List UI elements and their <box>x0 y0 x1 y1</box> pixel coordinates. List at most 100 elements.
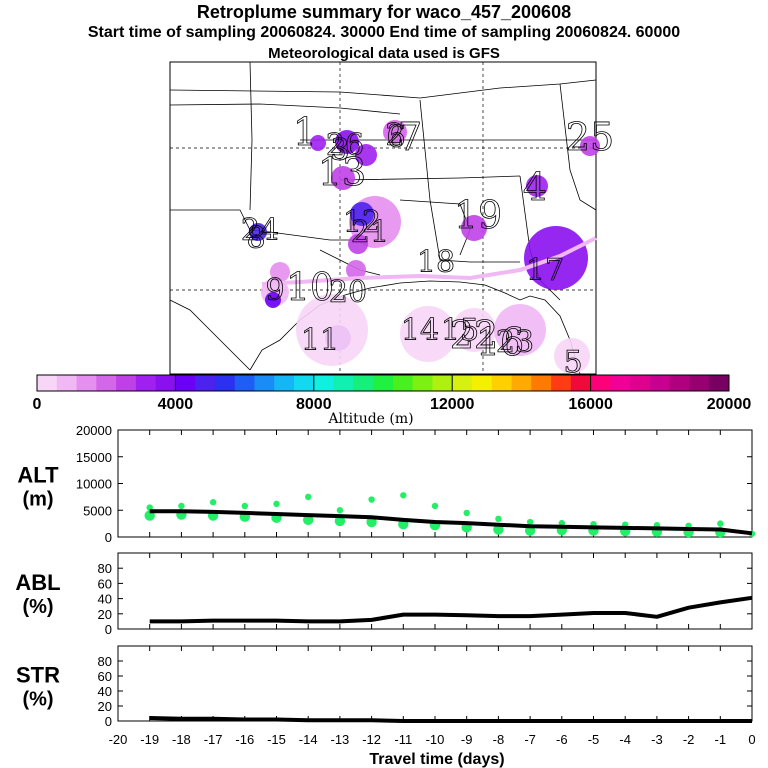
altitude-point <box>305 493 312 501</box>
y-tick-label: 40 <box>98 684 112 699</box>
x-tick-label: -18 <box>172 732 191 747</box>
map-day-label-1: 1 <box>293 110 317 154</box>
series-line-alt <box>149 509 753 536</box>
series-line-str <box>149 716 752 723</box>
colorbar-swatch <box>551 375 572 391</box>
altitude-point <box>178 502 185 510</box>
y-tick-label: 15000 <box>76 450 112 465</box>
plume-blob-18 <box>452 308 496 352</box>
y-tick-label: 0 <box>105 714 112 729</box>
time-series-panels: 20000150001000050000ALT(m)806040200ABL(%… <box>15 423 755 768</box>
colorbar-tick-label: 20000 <box>707 396 752 413</box>
colorbar-swatch <box>214 375 236 391</box>
panel-alt: 20000 15000 10000 5000 0 ALT(m) <box>17 423 756 545</box>
colorbar-tick-label: 4000 <box>158 396 194 413</box>
x-tick-label: -12 <box>362 732 381 747</box>
y-tick-label: 5000 <box>83 503 112 518</box>
colorbar-swatch <box>452 375 473 391</box>
colorbar-tick-label: 0 <box>33 396 42 413</box>
x-tick-label: -2 <box>683 732 695 747</box>
colorbar-swatch <box>313 375 335 391</box>
plume-blob-14 <box>346 260 366 280</box>
colorbar-swatch <box>373 375 394 391</box>
panel-frame-str <box>117 645 753 722</box>
x-tick-label: -14 <box>299 732 318 747</box>
map-day-label-14: 14 <box>401 313 439 348</box>
map-day-label-8: 8 <box>246 221 265 256</box>
colorbar-tick-label: 12000 <box>430 396 475 413</box>
plume-blob-20 <box>554 338 590 374</box>
x-tick-label: -5 <box>588 732 600 747</box>
y-tick-label: 60 <box>98 669 112 684</box>
colorbar-swatch <box>234 375 255 391</box>
altitude-point <box>273 500 280 508</box>
altitude-point <box>368 496 375 503</box>
colorbar-swatch <box>709 375 730 391</box>
colorbar-swatch <box>610 375 631 391</box>
y-tick-label: 20 <box>98 607 112 622</box>
colorbar-swatch <box>531 375 552 391</box>
colorbar-swatch <box>175 375 196 391</box>
map-day-label-17: 17 <box>526 253 564 288</box>
map-day-label-23: 23 <box>496 325 534 360</box>
colorbar-swatch <box>511 375 532 391</box>
map-day-label-22: 22 <box>450 313 498 357</box>
map-day-label-12: 12 <box>343 205 381 240</box>
colorbar-swatch <box>195 375 216 391</box>
map-day-label-4: 4 <box>523 165 547 209</box>
plume-blob-8 <box>348 234 368 254</box>
y-tick-label: 20000 <box>76 423 112 438</box>
panel-ylabel-abl: ABL <box>15 570 60 595</box>
colorbar-swatch <box>649 375 671 391</box>
colorbar-tick-label: 16000 <box>568 396 613 413</box>
panel-yunit-alt: (m) <box>22 489 53 511</box>
x-axis-label: Travel time (days) <box>369 751 504 768</box>
colorbar-swatch <box>135 375 157 391</box>
x-tick-label: 0 <box>748 732 755 747</box>
x-tick-label: -3 <box>651 732 663 747</box>
x-tick-label: -4 <box>619 732 631 747</box>
plume-blob-13 <box>580 136 600 156</box>
x-tick-label: -16 <box>235 732 254 747</box>
x-tick-label: -1 <box>715 732 727 747</box>
x-tick-label: -11 <box>394 732 412 747</box>
x-tick-label: -19 <box>140 732 159 747</box>
altitude-point <box>334 515 346 527</box>
y-tick-label: 40 <box>98 592 112 607</box>
colorbar-swatch <box>155 375 176 391</box>
map-day-label-24: 24 <box>241 213 279 248</box>
map-day-label-2: 2 <box>385 118 404 153</box>
colorbar-swatch <box>630 375 651 391</box>
x-tick-label: -20 <box>109 732 128 747</box>
plume-blob-19 <box>494 304 546 356</box>
altitude-point <box>526 518 534 526</box>
colorbar-swatch <box>432 375 453 391</box>
y-tick-label: 20 <box>98 699 112 714</box>
x-tick-label: -6 <box>556 732 568 747</box>
colorbar-tick-label: 8000 <box>296 396 332 413</box>
plume-blob-1 <box>335 130 359 154</box>
map-day-label-9: 9 <box>265 273 284 308</box>
x-tick-label: -9 <box>461 732 473 747</box>
colorbar-swatch <box>412 375 433 391</box>
map-day-label-26: 26 <box>326 128 364 163</box>
plume-blob-23 <box>265 292 281 308</box>
y-tick-label: 80 <box>98 654 112 669</box>
plume-blob-4 <box>310 135 326 151</box>
colorbar-swatch <box>471 375 493 391</box>
colorbar-swatch <box>392 375 414 391</box>
plume-blob-10 <box>526 175 548 197</box>
colorbar-swatch <box>56 375 78 391</box>
map-day-label-15: 15 <box>441 313 479 348</box>
altitude-point <box>241 502 248 510</box>
altitude-point <box>717 520 724 527</box>
altitude-point <box>493 524 504 535</box>
map-day-label-18: 18 <box>417 245 455 280</box>
x-tick-label: -15 <box>267 732 286 747</box>
y-tick-label: 0 <box>105 622 112 637</box>
altitude-point <box>146 504 153 511</box>
plume-blob-7 <box>350 202 374 226</box>
colorbar-swatch <box>76 375 97 391</box>
colorbar-swatch <box>254 375 275 391</box>
